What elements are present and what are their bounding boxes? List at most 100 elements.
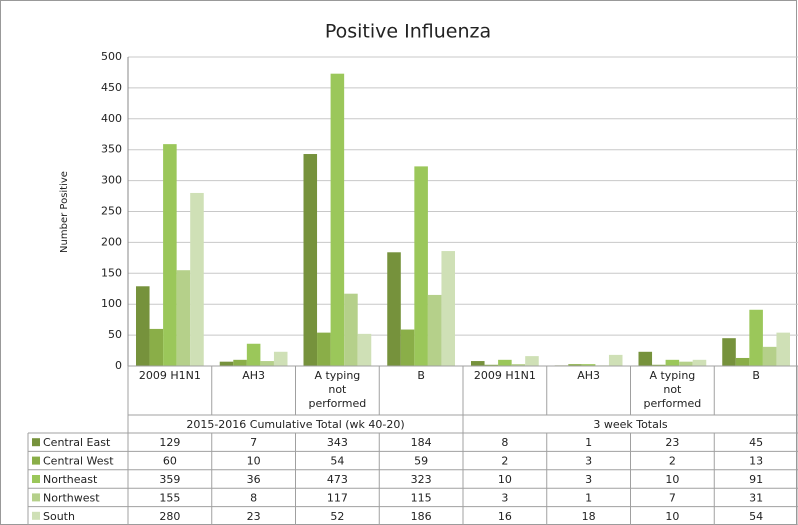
legend-label: Central East <box>43 436 111 449</box>
bar <box>776 332 790 366</box>
table-value: 13 <box>749 455 763 468</box>
table-value: 54 <box>330 455 344 468</box>
legend-label: Central West <box>43 455 114 468</box>
table-value: 10 <box>665 510 679 523</box>
x-tick-label: AH3 <box>242 369 266 382</box>
bar <box>525 356 539 366</box>
bar <box>735 357 750 366</box>
category-cell: 2009 H1N1 <box>139 369 201 382</box>
table-value: 91 <box>749 473 763 486</box>
legend-swatch <box>32 456 40 465</box>
bar <box>246 343 261 366</box>
table-value: 10 <box>247 455 261 468</box>
bar <box>136 286 150 366</box>
category-cell: 2009 H1N1 <box>473 369 536 382</box>
group-label: 2015-2016 Cumulative Total (wk 40-20) <box>186 418 404 431</box>
y-tick-label: 150 <box>101 266 122 279</box>
bar <box>692 359 707 366</box>
table-value: 115 <box>411 491 432 504</box>
y-tick-label: 450 <box>101 81 122 94</box>
bar <box>722 338 736 366</box>
bar <box>484 364 499 366</box>
table-value: 18 <box>582 510 596 523</box>
y-tick-label: 400 <box>101 112 122 125</box>
table-value: 343 <box>327 436 348 449</box>
bar <box>638 351 653 366</box>
table-value: 60 <box>163 455 177 468</box>
bar <box>149 328 164 366</box>
bar <box>652 364 666 366</box>
bar <box>441 251 455 366</box>
legend-swatch <box>32 438 40 447</box>
legend-label: Northwest <box>43 491 100 504</box>
bar <box>260 361 274 366</box>
y-tick-label: 50 <box>108 328 122 341</box>
table-value: 10 <box>498 473 512 486</box>
table-value: 7 <box>250 436 257 449</box>
bar <box>498 359 512 366</box>
bar <box>317 332 331 366</box>
x-tick-label: B <box>417 369 425 382</box>
table-value: 23 <box>665 436 679 449</box>
category-cell: AH3 <box>242 369 266 382</box>
x-tick-label: 2009 H1N1 <box>473 369 536 382</box>
legend-swatch <box>32 493 40 502</box>
table-value: 155 <box>159 491 180 504</box>
bar <box>233 359 247 366</box>
bar <box>357 333 372 366</box>
table-value: 7 <box>669 491 676 504</box>
bar <box>163 144 177 366</box>
y-tick-label: 500 <box>101 50 122 63</box>
bar <box>427 294 442 366</box>
x-tick-label: AH3 <box>577 369 601 382</box>
bar <box>511 364 526 366</box>
bar <box>471 361 485 366</box>
table-value: 280 <box>159 510 180 523</box>
category-cell: A typing not performed <box>643 369 702 410</box>
table-value: 16 <box>498 510 512 523</box>
bar <box>176 270 191 366</box>
table-value: 359 <box>159 473 180 486</box>
table-value: 3 <box>585 473 592 486</box>
table-value: 54 <box>749 510 763 523</box>
table-value: 8 <box>501 436 508 449</box>
legend-label: South <box>43 510 75 523</box>
bar <box>387 252 401 366</box>
bar <box>273 351 288 366</box>
table-value: 473 <box>327 473 348 486</box>
bar <box>679 361 693 366</box>
bar <box>749 309 763 366</box>
y-tick-label: 300 <box>101 174 122 187</box>
bar <box>400 329 415 366</box>
bar <box>344 293 358 366</box>
table-value: 10 <box>665 473 679 486</box>
table-value: 323 <box>411 473 432 486</box>
table-value: 1 <box>585 491 592 504</box>
y-axis-label: Number Positive <box>59 171 70 253</box>
bar <box>330 73 345 366</box>
table-value: 8 <box>250 491 257 504</box>
legend-swatch <box>32 475 40 483</box>
table-value: 2 <box>501 455 508 468</box>
y-tick-label: 200 <box>101 235 122 248</box>
bar <box>190 192 204 366</box>
table-value: 31 <box>749 491 763 504</box>
x-tick-label: A typing not performed <box>308 369 367 410</box>
category-cell: AH3 <box>577 369 601 382</box>
table-value: 45 <box>749 436 763 449</box>
table-value: 23 <box>247 510 261 523</box>
bar <box>762 346 777 366</box>
table-value: 186 <box>411 510 432 523</box>
bar <box>303 154 318 366</box>
x-tick-label: A typing not performed <box>643 369 702 410</box>
table-value: 59 <box>414 455 428 468</box>
x-tick-label: B <box>752 369 760 382</box>
bar <box>665 359 680 366</box>
table-value: 1 <box>585 436 592 449</box>
bar <box>414 166 428 366</box>
group-label: 3 week Totals <box>593 418 668 431</box>
table-value: 184 <box>411 436 432 449</box>
bar <box>581 364 596 366</box>
category-cell: A typing not performed <box>308 369 367 410</box>
